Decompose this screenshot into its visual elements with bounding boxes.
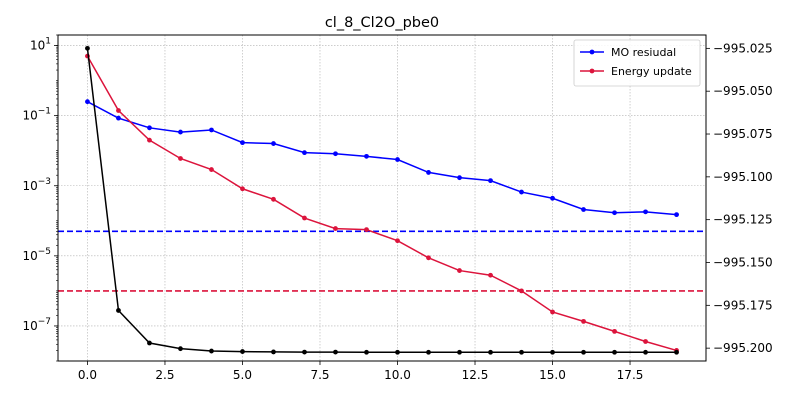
data-point-right-axis	[550, 349, 555, 355]
data-point-mo-resiudal	[85, 99, 90, 105]
data-point-energy-update	[364, 227, 369, 233]
series-line-energy-update	[86, 55, 677, 352]
data-point-mo-resiudal	[457, 175, 462, 181]
series-line-right-axis	[86, 48, 677, 354]
data-point-energy-update	[271, 196, 276, 202]
y-left-tick-label: 10−5	[22, 247, 51, 263]
data-point-mo-resiudal	[333, 151, 338, 157]
legend-marker-mo-resiudal	[589, 49, 595, 55]
legend-label-mo-resiudal: MO resiudal	[611, 46, 676, 59]
x-tick-label: 17.5	[617, 368, 644, 382]
data-point-right-axis	[674, 349, 679, 355]
data-point-energy-update	[333, 226, 338, 231]
data-point-energy-update	[178, 156, 183, 161]
data-point-right-axis	[581, 349, 586, 355]
chart-title: cl_8_Cl2O_pbe0	[325, 15, 439, 31]
data-point-mo-resiudal	[612, 210, 617, 216]
data-point-right-axis	[333, 349, 338, 355]
data-point-right-axis	[612, 349, 617, 355]
data-point-right-axis	[240, 349, 245, 354]
threshold-lines	[58, 230, 706, 292]
data-point-right-axis	[116, 308, 121, 313]
x-tick-label: 0.0	[78, 368, 97, 382]
y-left-tick-label: 101	[30, 37, 51, 53]
data-point-energy-update	[302, 215, 307, 221]
data-point-energy-update	[643, 339, 648, 344]
y-right-tick-label: −995.050	[713, 84, 773, 98]
data-point-right-axis	[302, 349, 307, 355]
data-point-energy-update	[488, 272, 493, 278]
data-point-mo-resiudal	[240, 140, 245, 146]
data-point-mo-resiudal	[488, 178, 493, 184]
data-point-energy-update	[240, 186, 245, 192]
y-left-tick-label: 10−3	[22, 177, 51, 193]
data-point-right-axis	[85, 45, 90, 51]
y-right-tick-label: −995.100	[713, 170, 773, 184]
data-point-energy-update	[581, 318, 586, 324]
data-point-energy-update	[519, 288, 524, 294]
legend-box	[573, 39, 701, 87]
data-point-mo-resiudal	[271, 141, 276, 146]
axes: 0.0 2.5 5.0 7.5 10.0 12.5 15.0 17.5 101 10−1 10−3 1…	[22, 34, 773, 382]
data-point-energy-update	[457, 268, 462, 273]
x-tick-label: 12.5	[462, 368, 489, 382]
data-point-mo-resiudal	[674, 212, 679, 218]
data-point-right-axis	[519, 349, 524, 355]
data-point-energy-update	[209, 167, 214, 172]
y-left-tick-label: 10−7	[22, 317, 51, 333]
data-point-mo-resiudal	[550, 195, 555, 201]
y-right-tick-label: −995.075	[713, 127, 773, 141]
x-tick-label: 15.0	[539, 368, 566, 382]
data-point-energy-update	[147, 137, 152, 143]
data-point-energy-update	[395, 238, 400, 244]
data-point-mo-resiudal	[178, 129, 183, 135]
data-point-mo-resiudal	[395, 157, 400, 162]
data-point-mo-resiudal	[302, 150, 307, 156]
data-point-right-axis	[488, 349, 493, 355]
y-right-tick-label: −995.150	[713, 255, 773, 269]
data-point-mo-resiudal	[116, 115, 121, 121]
data-point-mo-resiudal	[209, 127, 214, 133]
data-point-mo-resiudal	[147, 125, 152, 131]
data-point-right-axis	[178, 346, 183, 352]
data-point-mo-resiudal	[581, 207, 586, 212]
x-tick-label: 10.0	[384, 368, 411, 382]
data-point-energy-update	[612, 328, 617, 334]
data-point-mo-resiudal	[364, 153, 369, 159]
data-point-right-axis	[426, 349, 431, 355]
legend-label-energy-update: Energy update	[611, 65, 692, 78]
y-right-tick-label: −995.025	[713, 41, 773, 55]
data-point-right-axis	[643, 349, 648, 355]
data-point-energy-update	[426, 255, 431, 261]
data-point-mo-resiudal	[426, 170, 431, 175]
data-point-energy-update	[116, 108, 121, 113]
legend-marker-energy-update	[589, 68, 595, 74]
data-point-right-axis	[395, 349, 400, 355]
data-point-energy-update	[550, 309, 555, 315]
data-point-mo-resiudal	[519, 189, 524, 195]
x-tick-label: 7.5	[310, 368, 329, 382]
x-tick-label: 2.5	[155, 368, 174, 382]
data-point-right-axis	[271, 349, 276, 355]
y-left-tick-label: 10−1	[22, 107, 51, 123]
data-point-right-axis	[364, 349, 369, 355]
plot-frame	[57, 34, 707, 362]
y-right-tick-label: −995.175	[713, 298, 773, 312]
series-lines	[85, 45, 679, 355]
x-tick-label: 5.0	[233, 368, 252, 382]
data-point-right-axis	[209, 348, 214, 354]
data-point-mo-resiudal	[643, 209, 648, 215]
data-point-right-axis	[457, 349, 462, 355]
legend: MO resiudal Energy update	[573, 39, 701, 87]
y-right-tick-label: −995.125	[713, 213, 773, 227]
series-line-mo-resiudal	[87, 101, 677, 216]
data-point-right-axis	[147, 340, 152, 346]
y-right-tick-label: −995.200	[713, 341, 773, 355]
